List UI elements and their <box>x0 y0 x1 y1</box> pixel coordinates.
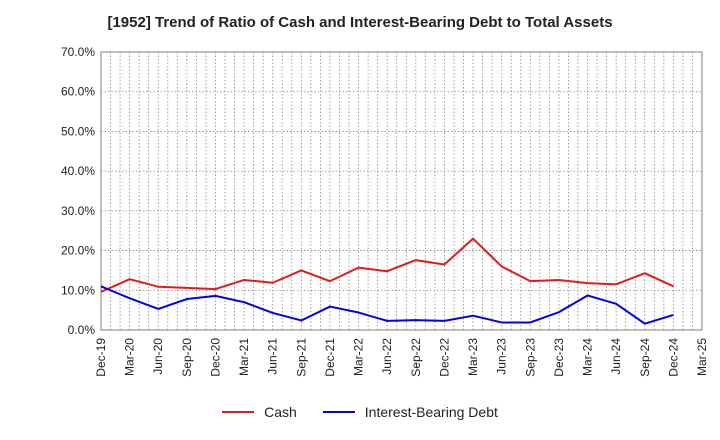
legend-swatch-debt <box>322 411 355 413</box>
x-tick-label: Dec-20 <box>208 338 222 377</box>
x-tick-label: Sep-22 <box>409 338 423 377</box>
x-tick-label: Dec-19 <box>94 338 108 377</box>
x-tick-label: Mar-22 <box>352 338 366 376</box>
x-tick-label: Sep-23 <box>523 338 537 377</box>
x-tick-label: Mar-20 <box>123 338 137 376</box>
y-tick-label: 40.0% <box>61 164 95 178</box>
legend: Cash Interest-Bearing Debt <box>0 404 720 420</box>
plot-area-border <box>100 51 703 331</box>
legend-item-debt: Interest-Bearing Debt <box>322 404 498 420</box>
y-tick-label: 0.0% <box>68 323 96 337</box>
y-tick-label: 70.0% <box>61 45 95 59</box>
series-line-debt <box>100 285 674 325</box>
chart-title: [1952] Trend of Ratio of Cash and Intere… <box>107 14 613 31</box>
x-tick-label: Mar-23 <box>466 338 480 376</box>
x-tick-label: Sep-20 <box>180 338 194 377</box>
x-tick-label: Jun-23 <box>495 338 509 375</box>
x-tick-label: Sep-24 <box>638 338 652 377</box>
y-tick-label: 30.0% <box>61 204 95 218</box>
x-tick-label: Sep-21 <box>294 338 308 377</box>
y-tick-label: 20.0% <box>61 244 95 258</box>
x-tick-label: Jun-20 <box>151 338 165 375</box>
y-tick-label: 10.0% <box>61 283 95 297</box>
x-tick-label: Mar-21 <box>237 338 251 376</box>
legend-item-cash: Cash <box>222 404 297 420</box>
x-tick-label: Jun-22 <box>380 338 394 375</box>
y-tick-label: 50.0% <box>61 124 95 138</box>
x-tick-label: Dec-24 <box>666 338 680 377</box>
x-tick-label: Dec-21 <box>323 338 337 377</box>
series-line-cash <box>100 237 674 293</box>
y-tick-label: 60.0% <box>61 85 95 99</box>
x-tick-label: Mar-25 <box>695 338 709 376</box>
x-tick-label: Mar-24 <box>581 338 595 376</box>
legend-label-cash: Cash <box>264 404 297 420</box>
x-tick-label: Jun-21 <box>266 338 280 375</box>
x-tick-label: Jun-24 <box>609 338 623 375</box>
legend-swatch-cash <box>222 411 255 413</box>
x-tick-label: Dec-22 <box>437 338 451 377</box>
legend-label-debt: Interest-Bearing Debt <box>364 404 498 420</box>
x-tick-label: Dec-23 <box>552 338 566 377</box>
